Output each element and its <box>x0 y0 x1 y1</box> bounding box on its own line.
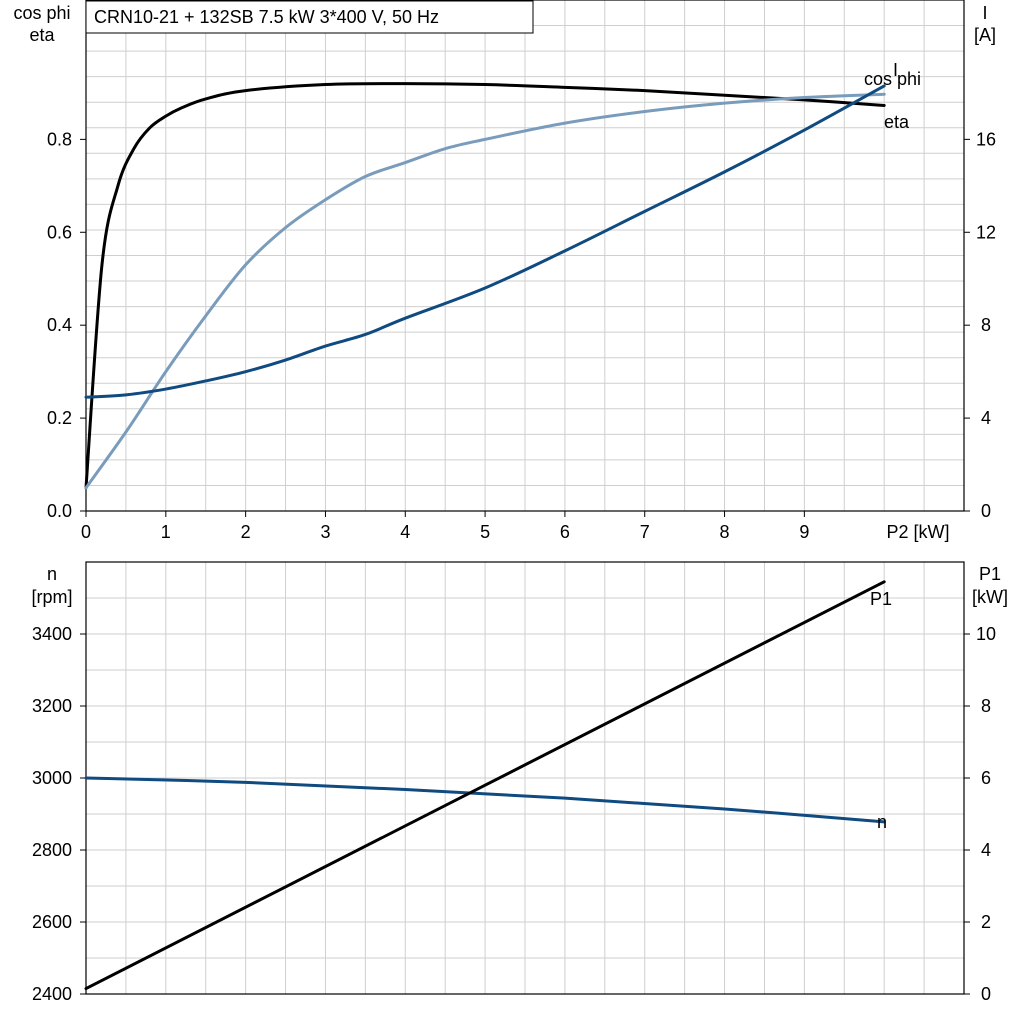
plot-frame <box>85 0 965 512</box>
y-right-tick-label: 16 <box>976 129 996 149</box>
x-tick-label: 0 <box>81 522 91 542</box>
chart-title: CRN10-21 + 132SB 7.5 kW 3*400 V, 50 Hz <box>94 7 439 27</box>
y-right-tick-label: 8 <box>981 696 991 716</box>
x-tick-label: 6 <box>560 522 570 542</box>
y-right-tick-label: 0 <box>981 984 991 1004</box>
y-left-tick-label: 0.2 <box>47 408 72 428</box>
y-left-tick-label: 0.4 <box>47 315 72 335</box>
series-line-i <box>84 84 886 399</box>
series-line-eta <box>84 82 886 490</box>
series-label-cos-phi: cos phi <box>864 69 921 89</box>
series-label-i: I <box>893 60 898 80</box>
grid <box>86 0 964 511</box>
y-right-tick-label: 8 <box>981 315 991 335</box>
y-left-axis-label: eta <box>29 25 55 45</box>
series-line-cos-phi <box>84 92 886 490</box>
y-left-tick-label: 0.6 <box>47 222 72 242</box>
x-tick-label: 1 <box>161 522 171 542</box>
series-line-p1 <box>84 580 886 991</box>
x-tick-label: 3 <box>320 522 330 542</box>
y-left-tick-labels: 2400 2600 2800 3000 3200 3400 <box>32 624 86 1004</box>
y-right-axis-label: P1 <box>979 564 1001 584</box>
y-left-axis-label: cos phi <box>13 3 70 23</box>
y-right-tick-labels: 0 4 8 12 16 <box>964 129 996 521</box>
y-right-tick-label: 0 <box>981 501 991 521</box>
x-tick-label: 2 <box>241 522 251 542</box>
y-left-tick-label: 2400 <box>32 984 72 1004</box>
x-tick-label: 5 <box>480 522 490 542</box>
y-right-tick-label: 4 <box>981 840 991 860</box>
series-label-p1: P1 <box>870 589 892 609</box>
y-left-tick-label: 2600 <box>32 912 72 932</box>
y-left-tick-label: 3400 <box>32 624 72 644</box>
y-right-tick-label: 10 <box>976 624 996 644</box>
y-left-tick-label: 3200 <box>32 696 72 716</box>
x-tick-label: 9 <box>799 522 809 542</box>
y-left-tick-label: 0.8 <box>47 129 72 149</box>
series-line-n <box>84 776 886 824</box>
x-tick-label: 7 <box>640 522 650 542</box>
y-left-tick-label: 2800 <box>32 840 72 860</box>
y-right-axis-label: I <box>982 3 987 23</box>
y-left-tick-label: 0.0 <box>47 501 72 521</box>
y-left-axis-label: [rpm] <box>31 587 72 607</box>
y-right-tick-label: 12 <box>976 222 996 242</box>
y-right-tick-label: 4 <box>981 408 991 428</box>
grid <box>86 562 964 994</box>
y-right-tick-label: 2 <box>981 912 991 932</box>
x-tick-label: 4 <box>400 522 410 542</box>
series-label-n: n <box>877 812 887 832</box>
series-label-eta: eta <box>884 112 910 132</box>
y-left-axis-label: n <box>47 564 57 584</box>
y-left-tick-label: 3000 <box>32 768 72 788</box>
y-right-tick-labels: 0 2 4 6 8 10 <box>964 624 996 1004</box>
y-right-axis-label: [A] <box>974 25 996 45</box>
y-right-axis-label: [kW] <box>972 587 1008 607</box>
y-right-tick-label: 6 <box>981 768 991 788</box>
x-axis-label: P2 [kW] <box>886 522 949 542</box>
x-tick-label: 8 <box>720 522 730 542</box>
motor-speed-power-chart: 2400 2600 2800 3000 3200 3400 0 2 4 6 8 10 n [rpm] P1 [… <box>31 561 1008 1004</box>
x-tick-labels: 0 1 2 3 4 5 6 7 8 9 <box>81 511 809 542</box>
title-box <box>85 0 534 34</box>
y-left-tick-labels: 0.0 0.2 0.4 0.6 0.8 <box>47 129 86 521</box>
